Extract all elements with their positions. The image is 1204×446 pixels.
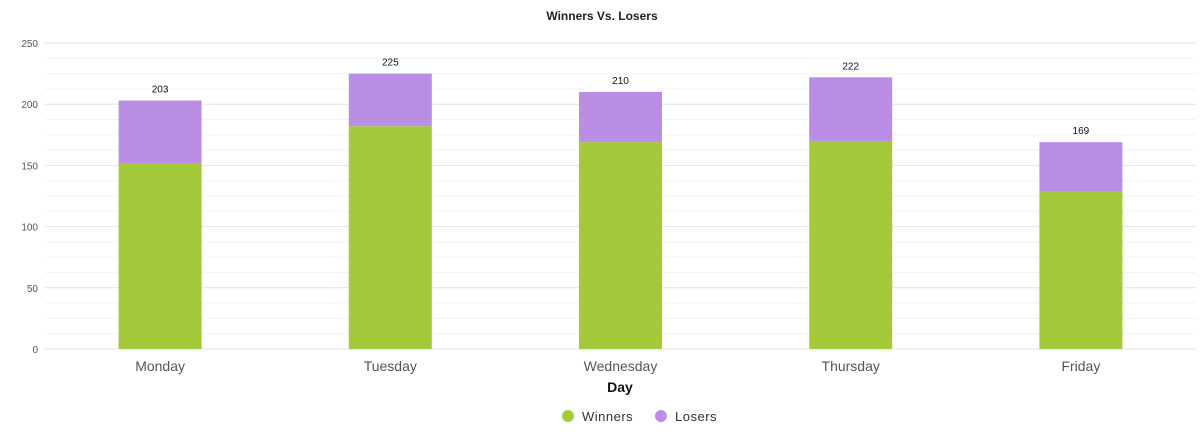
bar-losers-monday[interactable] [118,100,202,163]
total-label: 169 [1073,126,1090,137]
legend-marker-icon [562,410,574,422]
y-tick-label: 150 [21,161,38,172]
x-tick-label: Thursday [822,358,880,374]
total-label: 203 [152,85,169,96]
bar-losers-thursday[interactable] [809,77,893,141]
x-tick-label: Friday [1061,358,1100,374]
y-tick-label: 250 [21,39,38,50]
total-label: 210 [612,76,629,87]
x-axis: Monday Tuesday Wednesday Thursday Friday [135,358,1100,374]
x-axis-title: Day [607,379,633,395]
total-label: 222 [842,61,859,72]
bar-winners-wednesday[interactable] [579,142,662,349]
bar-winners-tuesday[interactable] [348,126,432,350]
bars [118,73,1123,350]
legend-label: Winners [582,409,633,424]
legend-item-losers[interactable]: Losers [655,409,717,424]
y-tick-label: 200 [21,100,38,111]
x-tick-label: Tuesday [364,358,417,374]
y-tick-label: 0 [32,345,38,356]
legend: Winners Losers [562,409,717,424]
chart-title: Winners Vs. Losers [546,9,658,23]
total-label: 225 [382,58,399,69]
y-tick-label: 100 [21,223,38,234]
bar-losers-friday[interactable] [1039,142,1123,192]
legend-item-winners[interactable]: Winners [562,409,633,424]
bar-losers-wednesday[interactable] [579,91,662,143]
bar-winners-thursday[interactable] [809,140,893,349]
y-axis: 0 50 100 150 200 250 [21,39,38,356]
bar-losers-tuesday[interactable] [348,73,432,127]
total-labels: 203 225 210 222 169 [152,58,1090,138]
bar-winners-friday[interactable] [1039,191,1123,349]
legend-marker-icon [655,410,667,422]
legend-label: Losers [675,409,717,424]
bar-winners-monday[interactable] [118,162,202,349]
y-tick-label: 50 [27,284,39,295]
x-tick-label: Monday [135,358,185,374]
x-tick-label: Wednesday [584,358,658,374]
